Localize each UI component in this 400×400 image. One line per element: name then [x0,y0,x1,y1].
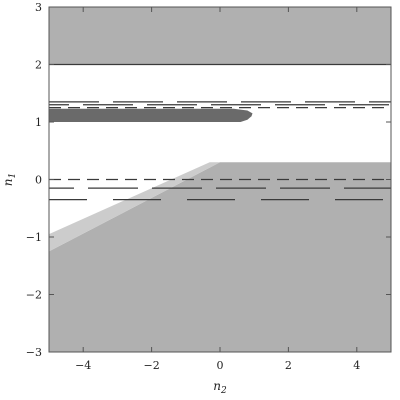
x-axis-label: n2 [213,379,227,396]
region-1 [49,162,391,352]
x-axis-label-subscript: 2 [220,386,227,396]
region-2 [49,162,220,252]
x-tick-label: 0 [217,359,224,372]
region-3 [49,108,253,122]
y-tick-label: −3 [26,346,42,359]
x-tick-label: 2 [285,359,292,372]
y-axis-label: n1 [1,173,18,186]
y-tick-label: 1 [35,116,42,129]
x-tick-label: −2 [143,359,159,372]
y-axis-label-main: n [1,179,15,187]
y-tick-label: 3 [35,1,42,14]
y-axis-label-subscript: 1 [8,173,18,179]
y-tick-label: 2 [35,59,42,72]
y-tick-label: 0 [35,174,42,187]
y-tick-label: −1 [26,231,42,244]
axis-ticks: −4 −2 0 2 4 −3 −2 −1 0 1 2 3 [26,1,391,372]
y-tick-label: −2 [26,289,42,302]
x-tick-label: −4 [75,359,91,372]
boundary-lines [49,63,391,201]
x-axis-label-main: n [213,379,221,393]
region-0 [49,7,391,65]
shaded-regions [49,7,391,352]
x-tick-label: 4 [353,359,360,372]
